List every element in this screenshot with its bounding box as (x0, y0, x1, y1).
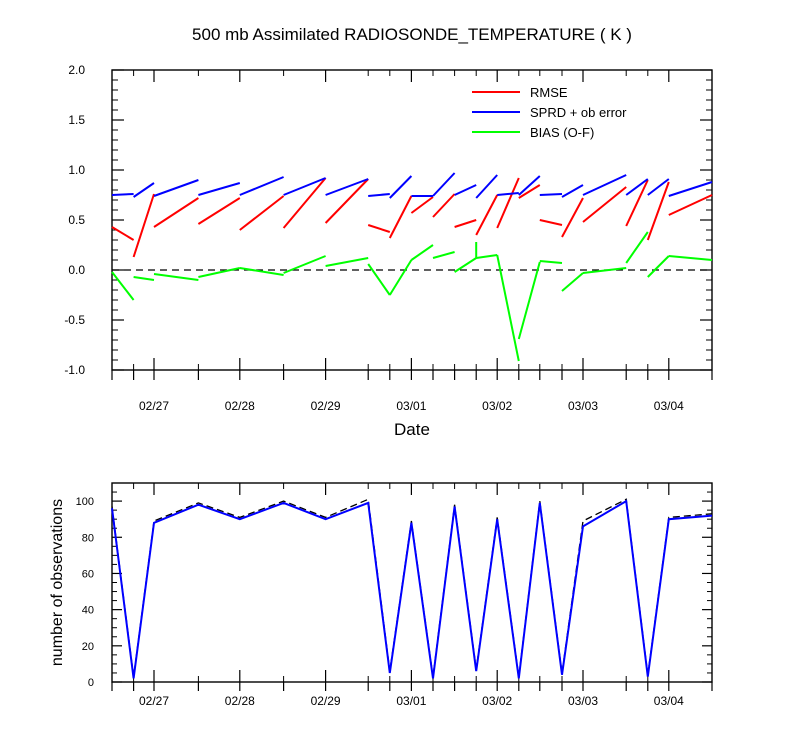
x-tick-label: 03/03 (568, 399, 598, 413)
x-tick-label: 02/27 (139, 694, 169, 708)
x-tick-label: 02/29 (311, 399, 341, 413)
y-tick-label: 20 (82, 641, 94, 653)
y-tick-label: 0.0 (68, 263, 85, 277)
x-tick-label: 03/03 (568, 694, 598, 708)
y-tick-label: -0.5 (64, 313, 85, 327)
y-axis-label: number of observations (49, 499, 66, 666)
y-tick-label: 80 (82, 532, 94, 544)
x-tick-label: 03/01 (396, 694, 426, 708)
y-tick-label: 100 (76, 496, 94, 508)
series-line-sprd-ob-error (111, 172, 713, 199)
y-tick-label: -1.0 (64, 363, 85, 377)
x-axis-label: Date (394, 420, 430, 439)
series-line-observations-assimilated (111, 499, 713, 679)
series-line-rmse (111, 177, 713, 258)
observations-panel: 0 20 40 60 80 100 number of observations 02/27 0… (49, 482, 713, 708)
series-line-bias-o-f- (111, 231, 713, 362)
x-tick-label: 02/28 (225, 694, 255, 708)
y-tick-label: 0 (88, 677, 94, 689)
legend-label: SPRD + ob error (530, 105, 627, 120)
x-tick-label: 02/29 (311, 694, 341, 708)
x-tick-label: 03/04 (654, 694, 684, 708)
x-tick-label: 02/28 (225, 399, 255, 413)
y-tick-label: 2.0 (68, 63, 85, 77)
legend-label: RMSE (530, 85, 568, 100)
rmse-panel: 500 mb Assimilated RADIOSONDE_TEMPERATUR… (64, 25, 713, 439)
legend-label: BIAS (O-F) (530, 125, 594, 140)
y-tick-label: 1.0 (68, 163, 85, 177)
y-tick-label: 60 (82, 568, 94, 580)
plot-frame (111, 482, 713, 683)
chart-title: 500 mb Assimilated RADIOSONDE_TEMPERATUR… (192, 25, 632, 44)
x-tick-label: 03/02 (482, 399, 512, 413)
y-tick-label: 0.5 (68, 213, 85, 227)
x-tick-label: 02/27 (139, 399, 169, 413)
x-tick-label: 03/04 (654, 399, 684, 413)
x-tick-label: 03/01 (396, 399, 426, 413)
x-tick-label: 03/02 (482, 694, 512, 708)
y-tick-label: 40 (82, 605, 94, 617)
y-tick-label: 1.5 (68, 113, 85, 127)
